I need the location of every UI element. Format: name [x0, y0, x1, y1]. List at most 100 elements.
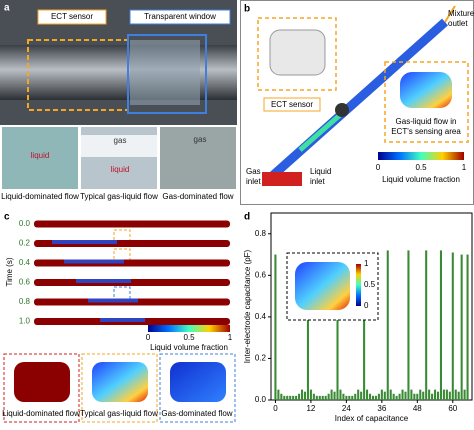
pipe-gas	[52, 240, 117, 244]
bar	[277, 390, 279, 400]
panel-label: d	[244, 212, 250, 223]
bar	[425, 250, 427, 400]
colorbar	[148, 325, 230, 332]
bar	[322, 396, 324, 400]
pipe	[34, 260, 230, 267]
colorbar-tick: 1	[364, 259, 369, 268]
panel-b: b Mixture outlet ECT sensor Gas-liquid f…	[241, 1, 474, 205]
photo-label: liquid	[111, 165, 130, 174]
time-label: 0.8	[19, 297, 31, 306]
label: Transparent window	[144, 12, 216, 21]
bar	[298, 394, 300, 400]
x-axis-title: Index of capacitance	[335, 414, 409, 423]
bar	[378, 394, 380, 400]
bar	[274, 255, 276, 400]
sensor	[335, 103, 349, 117]
bar	[404, 392, 406, 400]
bar	[452, 252, 454, 400]
bar	[289, 396, 291, 400]
label: ECT sensor	[51, 12, 93, 21]
panel-label: a	[4, 3, 10, 14]
bar	[390, 390, 392, 400]
y-tick-label: 0.2	[255, 354, 267, 363]
bar	[331, 390, 333, 400]
bar	[301, 390, 303, 400]
bar	[440, 250, 442, 400]
bar	[437, 392, 439, 400]
x-tick-label: 60	[448, 404, 457, 413]
panel-a: a ECT sensor Transparent window liquid g…	[0, 0, 237, 201]
photo-label: liquid	[31, 151, 50, 160]
bar	[280, 394, 282, 400]
y-tick-label: 0.4	[255, 312, 267, 321]
x-tick-label: 36	[377, 404, 386, 413]
bar	[464, 390, 466, 400]
label: Gas	[246, 167, 261, 176]
colorbar-tick: 1	[228, 333, 233, 342]
colorbar-tick: 0	[376, 163, 381, 172]
bar	[283, 396, 285, 400]
bar	[449, 392, 451, 400]
bar	[434, 390, 436, 400]
bar	[387, 250, 389, 400]
pipe	[34, 279, 230, 286]
pipe-gas	[100, 318, 145, 322]
label: outlet	[448, 19, 468, 28]
time-label: 0.4	[19, 258, 31, 267]
bar	[461, 255, 463, 400]
y-tick-label: 0.0	[255, 395, 267, 404]
colorbar-title: Liquid volume fraction	[382, 175, 460, 184]
bar	[319, 396, 321, 400]
colorbar-tick: 1	[462, 163, 467, 172]
label: Gas-liquid flow in	[396, 117, 457, 126]
axis-title: Time (s)	[5, 257, 14, 286]
x-tick-label: 48	[413, 404, 422, 413]
pipe-gas	[76, 279, 131, 283]
time-label: 0.6	[19, 278, 31, 287]
bar	[348, 396, 350, 400]
label: ECT's sensing area	[391, 127, 461, 136]
sensor-model	[270, 30, 325, 75]
bar	[286, 396, 288, 400]
bar	[313, 394, 315, 400]
x-tick-label: 24	[342, 404, 351, 413]
bar	[366, 390, 368, 400]
y-tick-label: 0.6	[255, 270, 267, 279]
caption: Liquid-dominated flow	[2, 409, 80, 418]
case-model	[170, 362, 226, 402]
panel-c: c Time (s) 0 0.5 1 Liquid volume fractio…	[2, 212, 235, 422]
label: Mixture	[448, 9, 474, 18]
bar	[402, 390, 404, 400]
bar	[446, 390, 448, 400]
colorbar	[378, 152, 464, 160]
caption: Liquid-dominated flow	[1, 192, 79, 201]
bar	[345, 396, 347, 400]
label: inlet	[310, 177, 325, 186]
case-model	[14, 362, 70, 402]
colorbar-tick: 0	[146, 333, 151, 342]
label: ECT sensor	[271, 100, 313, 109]
bar	[342, 394, 344, 400]
colorbar-tick: 0.5	[183, 333, 195, 342]
bar	[467, 255, 469, 400]
flow-model	[400, 72, 452, 108]
inset-colorbar	[356, 264, 361, 306]
x-tick-label: 0	[273, 404, 278, 413]
label: inlet	[246, 177, 261, 186]
bar	[351, 396, 353, 400]
inlet	[262, 172, 302, 186]
bar	[295, 396, 297, 400]
bar	[354, 394, 356, 400]
pipe-gas	[88, 299, 138, 303]
bar	[431, 394, 433, 400]
colorbar-tick: 0	[364, 301, 369, 310]
caption: Gas-dominated flow	[161, 409, 232, 418]
inset-model	[295, 262, 350, 310]
y-axis-title: Inter-electrode capacitance (pF)	[243, 249, 252, 363]
bar	[443, 390, 445, 400]
photo-label: gas	[114, 136, 127, 145]
colorbar-tick: 0.5	[415, 163, 427, 172]
bar	[334, 392, 336, 400]
